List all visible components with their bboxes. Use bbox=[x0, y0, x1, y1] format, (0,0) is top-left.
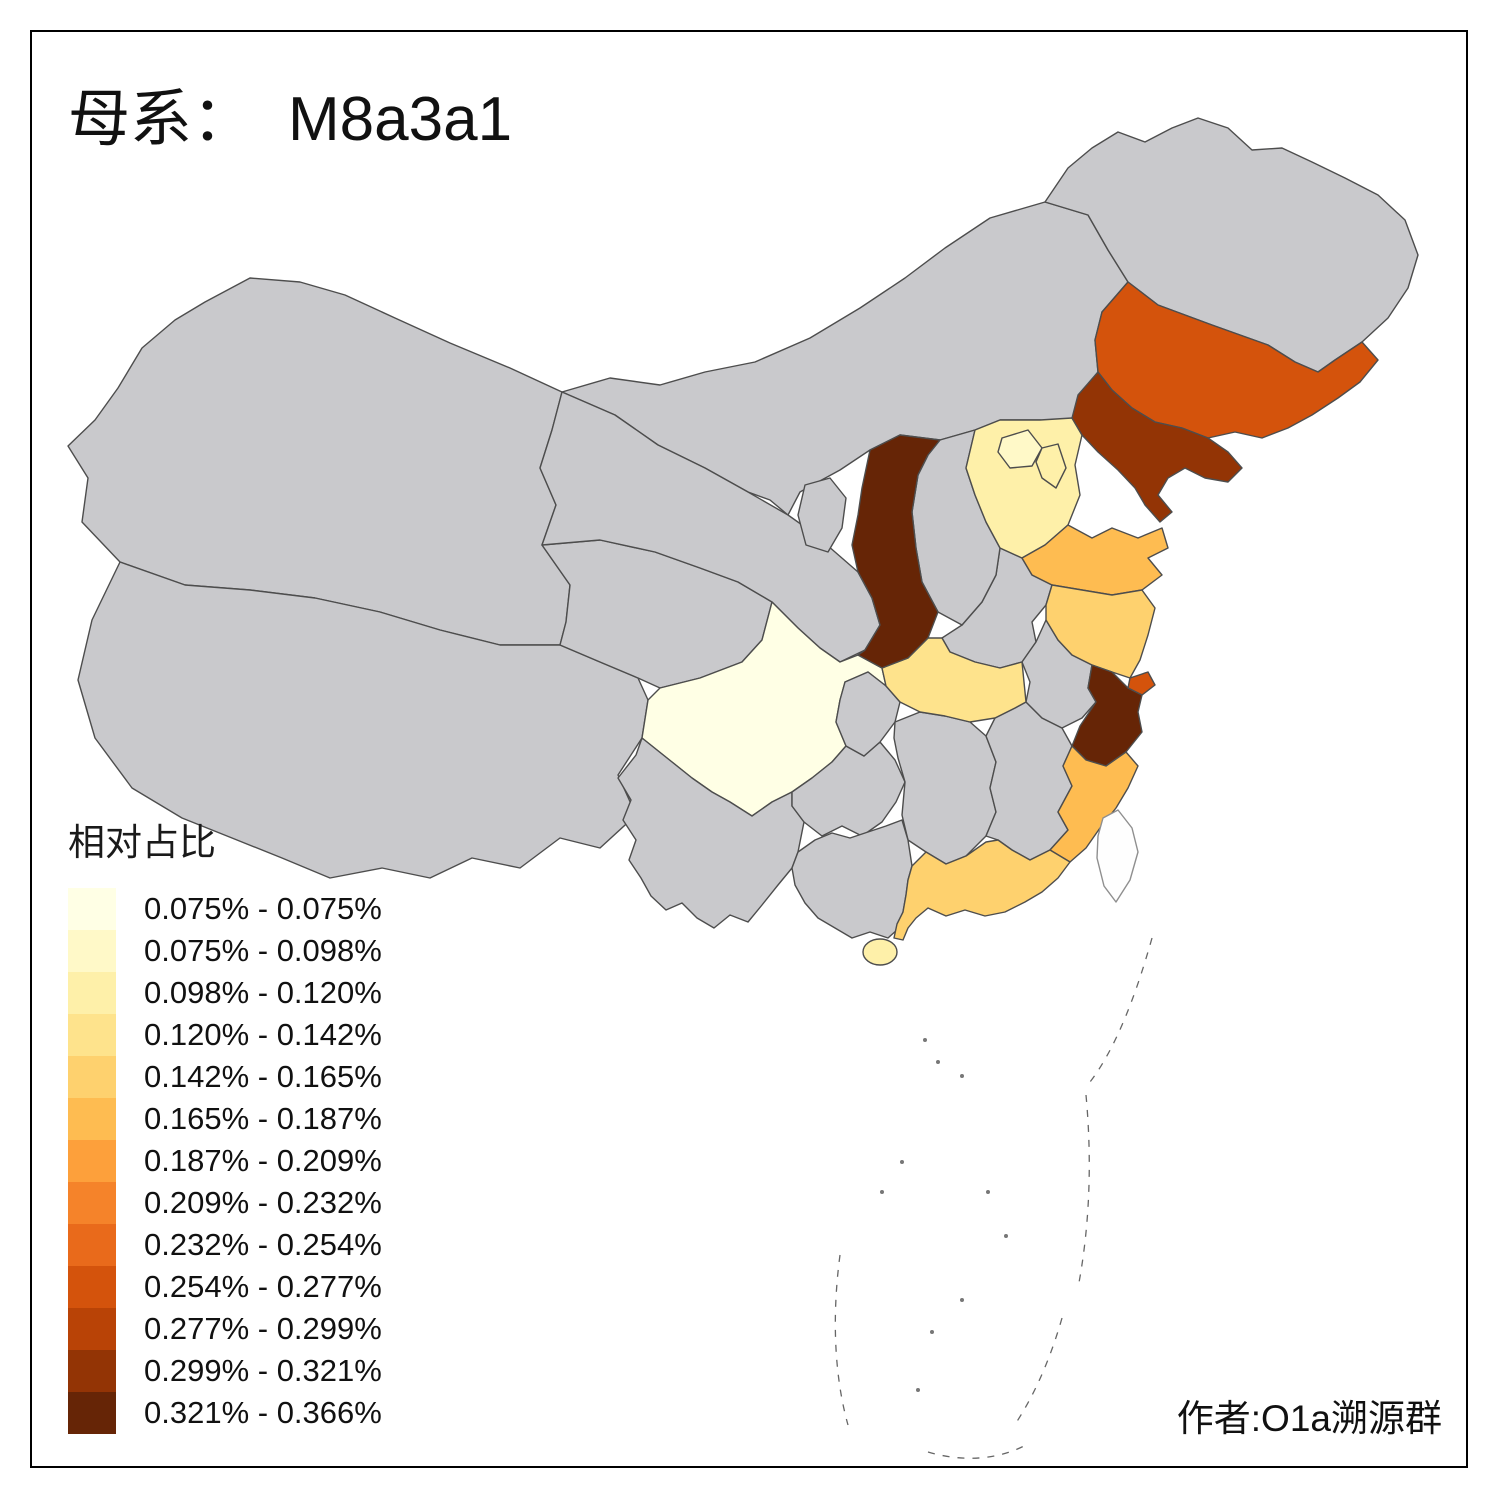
legend-swatch bbox=[68, 1308, 116, 1350]
legend-label: 0.142% - 0.165% bbox=[144, 1059, 382, 1094]
province-guangdong bbox=[893, 839, 1071, 941]
sea-boundary-line-southeast bbox=[1013, 1317, 1063, 1427]
legend-swatch bbox=[68, 930, 116, 972]
province-tibet bbox=[77, 561, 649, 879]
title-haplogroup: M8a3a1 bbox=[288, 85, 513, 154]
island-dot bbox=[1004, 1234, 1008, 1238]
province-ningxia bbox=[797, 477, 847, 553]
legend-row: 0.187% - 0.209% bbox=[68, 1140, 382, 1182]
legend-swatch bbox=[68, 1266, 116, 1308]
province-guizhou bbox=[791, 741, 906, 837]
legend: 相对占比 0.075% - 0.075% 0.075% - 0.098% 0.098… bbox=[68, 812, 382, 1434]
island-dot bbox=[900, 1160, 904, 1164]
island-dot bbox=[936, 1060, 940, 1064]
legend-swatch bbox=[68, 1014, 116, 1056]
legend-row: 0.321% - 0.366% bbox=[68, 1392, 382, 1434]
legend-label: 0.075% - 0.098% bbox=[144, 933, 382, 968]
legend-label: 0.209% - 0.232% bbox=[144, 1185, 382, 1220]
legend-label: 0.187% - 0.209% bbox=[144, 1143, 382, 1178]
province-shanghai bbox=[1127, 671, 1156, 696]
title-prefix: 母系： bbox=[68, 85, 255, 154]
legend-row: 0.209% - 0.232% bbox=[68, 1182, 382, 1224]
legend-label: 0.098% - 0.120% bbox=[144, 975, 382, 1010]
legend-label: 0.232% - 0.254% bbox=[144, 1227, 382, 1262]
province-hunan bbox=[893, 711, 997, 865]
legend-row: 0.075% - 0.098% bbox=[68, 930, 382, 972]
legend-label: 0.254% - 0.277% bbox=[144, 1269, 382, 1304]
legend-swatch bbox=[68, 1350, 116, 1392]
island-dot bbox=[960, 1298, 964, 1302]
province-hainan bbox=[862, 938, 898, 966]
legend-label: 0.299% - 0.321% bbox=[144, 1353, 382, 1388]
province-shaanxi bbox=[851, 434, 941, 669]
province-liaoning bbox=[1071, 371, 1243, 523]
island-dot bbox=[880, 1190, 884, 1194]
legend-row: 0.277% - 0.299% bbox=[68, 1308, 382, 1350]
island-arc-line bbox=[1089, 937, 1153, 1083]
province-yunnan bbox=[617, 737, 805, 929]
province-taiwan bbox=[1096, 809, 1139, 903]
province-beijing bbox=[997, 429, 1043, 469]
island-dot bbox=[930, 1330, 934, 1334]
legend-row: 0.254% - 0.277% bbox=[68, 1266, 382, 1308]
province-chongqing bbox=[835, 671, 901, 757]
legend-row: 0.120% - 0.142% bbox=[68, 1014, 382, 1056]
map-title: 母系： M8a3a1 bbox=[68, 68, 512, 158]
legend-row: 0.232% - 0.254% bbox=[68, 1224, 382, 1266]
legend-swatch bbox=[68, 1224, 116, 1266]
legend-row: 0.098% - 0.120% bbox=[68, 972, 382, 1014]
legend-label: 0.321% - 0.366% bbox=[144, 1395, 382, 1430]
legend-label: 0.075% - 0.075% bbox=[144, 891, 382, 926]
legend-swatch bbox=[68, 1182, 116, 1224]
legend-swatch bbox=[68, 1098, 116, 1140]
province-guangxi bbox=[791, 819, 913, 939]
legend-title: 相对占比 bbox=[68, 822, 216, 863]
legend-swatch bbox=[68, 888, 116, 930]
legend-label: 0.120% - 0.142% bbox=[144, 1017, 382, 1052]
legend-swatch bbox=[68, 1392, 116, 1434]
legend-label: 0.277% - 0.299% bbox=[144, 1311, 382, 1346]
province-hubei bbox=[881, 637, 1027, 723]
legend-row: 0.142% - 0.165% bbox=[68, 1056, 382, 1098]
legend-swatch bbox=[68, 1056, 116, 1098]
sea-boundary-line-east bbox=[1077, 1094, 1090, 1289]
province-fujian bbox=[1049, 745, 1139, 863]
island-dot bbox=[986, 1190, 990, 1194]
legend-row: 0.165% - 0.187% bbox=[68, 1098, 382, 1140]
sea-boundary-line-south bbox=[927, 1445, 1025, 1459]
island-dot bbox=[916, 1388, 920, 1392]
sea-boundary-line-west bbox=[834, 1254, 849, 1426]
province-zhejiang bbox=[1071, 664, 1143, 767]
legend-swatch bbox=[68, 1140, 116, 1182]
island-dot bbox=[960, 1074, 964, 1078]
legend-swatch bbox=[68, 972, 116, 1014]
island-dot bbox=[923, 1038, 927, 1042]
author-credit: 作者:O1a溯源群 bbox=[1176, 1398, 1442, 1439]
province-tianjin bbox=[1035, 443, 1067, 489]
legend-row: 0.299% - 0.321% bbox=[68, 1350, 382, 1392]
legend-row: 0.075% - 0.075% bbox=[68, 888, 382, 930]
legend-label: 0.165% - 0.187% bbox=[144, 1101, 382, 1136]
legend-rows: 0.075% - 0.075% 0.075% - 0.098% 0.098% - 0… bbox=[68, 888, 382, 1434]
